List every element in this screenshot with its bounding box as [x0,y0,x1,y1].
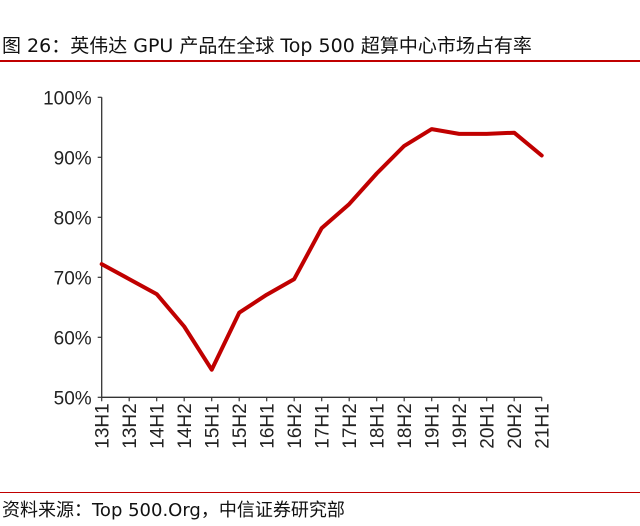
x-tick-label: 20H2 [505,403,526,448]
x-tick-label: 16H1 [258,403,279,448]
x-tick-label: 17H1 [313,403,334,448]
x-tick-label: 18H2 [395,403,416,448]
y-tick-label: 100% [43,88,92,109]
x-tick-label: 14H2 [175,403,196,448]
x-tick-label: 19H1 [423,403,444,448]
x-tick-label: 20H1 [478,403,499,448]
x-tick-label: 17H2 [340,403,361,448]
figure-title: 图 26：英伟达 GPU 产品在全球 Top 500 超算中心市场占有率 [2,35,532,57]
x-tick-label: 19H2 [450,403,471,448]
y-tick-label: 70% [54,268,92,289]
series-line [99,127,544,372]
x-tick-label: 13H1 [93,403,114,448]
x-tick-label: 15H1 [203,403,224,448]
x-tick-label: 16H2 [285,403,306,448]
x-tick-label: 15H2 [230,403,251,448]
source-rule [0,492,640,493]
x-tick-label: 18H1 [368,403,389,448]
source-note: 资料来源：Top 500.Org，中信证券研究部 [2,500,345,521]
y-tick-label: 90% [54,148,92,169]
title-rule [0,60,640,62]
x-tick-label: 21H1 [533,403,554,448]
y-tick-label: 80% [54,208,92,229]
y-tick-label: 60% [54,328,92,349]
y-tick-label: 50% [54,388,92,409]
x-tick-label: 13H2 [120,403,141,448]
x-tick-label: 14H1 [148,403,169,448]
